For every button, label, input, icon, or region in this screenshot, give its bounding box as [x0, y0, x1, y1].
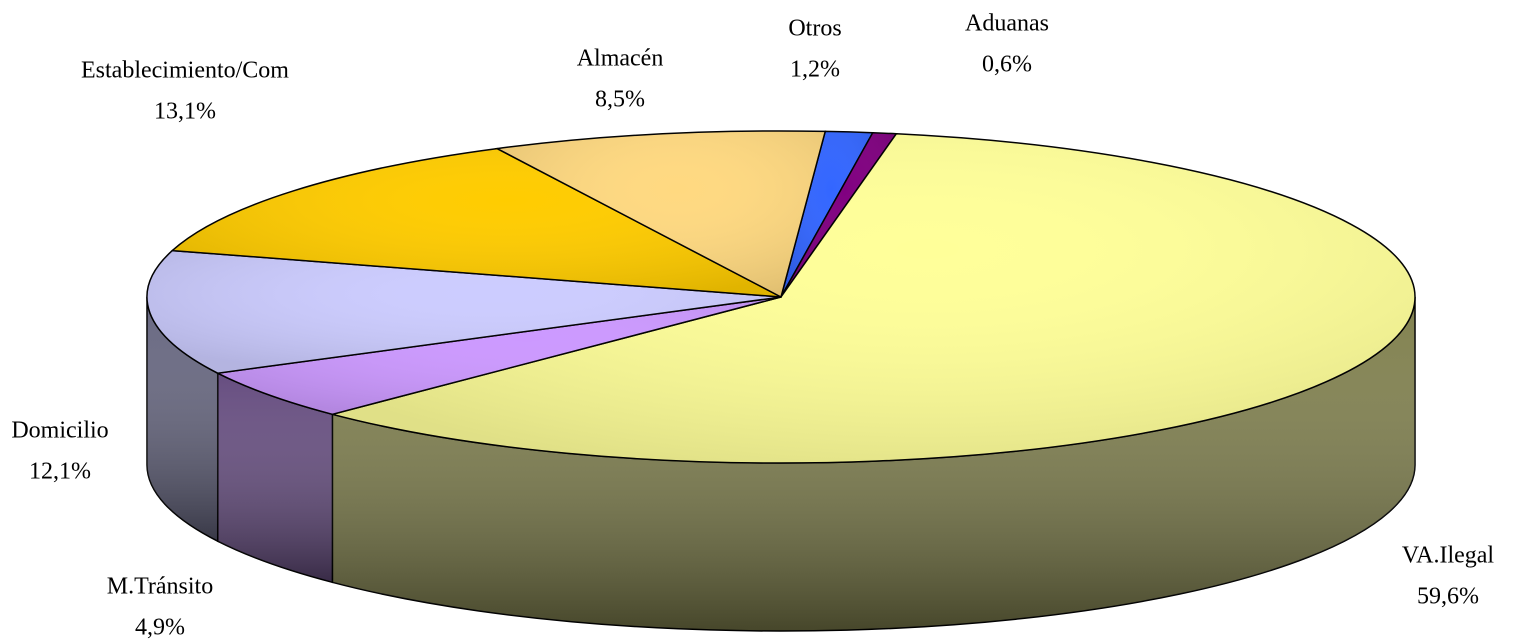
slice-shine	[172, 148, 782, 297]
slice-value-label: 13,1%	[154, 99, 216, 125]
slice-label: VA.Ilegal	[1402, 543, 1495, 569]
slice-shine	[217, 297, 782, 415]
slice-shine	[332, 133, 1415, 463]
slice-value-label: 4,9%	[135, 615, 185, 639]
slice-label: Otros	[788, 16, 841, 42]
pie-sides	[146, 296, 1416, 632]
pie-tops	[146, 130, 1416, 464]
slice-value-label: 59,6%	[1417, 584, 1479, 610]
slice-label: Establecimiento/Com	[81, 58, 289, 84]
slice-side-shade	[217, 373, 333, 583]
slice-label: Almacén	[577, 46, 664, 72]
slice-label: Domicilio	[11, 418, 108, 444]
slice-side-shade	[147, 297, 218, 542]
slice-side-shade	[332, 297, 1415, 631]
slice-value-label: 0,6%	[982, 52, 1032, 78]
slice-label: Aduanas	[965, 11, 1049, 37]
slice-value-label: 8,5%	[595, 87, 645, 113]
slice-value-label: 12,1%	[29, 459, 91, 485]
slice-value-label: 1,2%	[790, 57, 840, 83]
slice-label: M.Tránsito	[107, 574, 213, 600]
slice-shine	[497, 131, 826, 297]
slice-shine	[147, 250, 781, 374]
